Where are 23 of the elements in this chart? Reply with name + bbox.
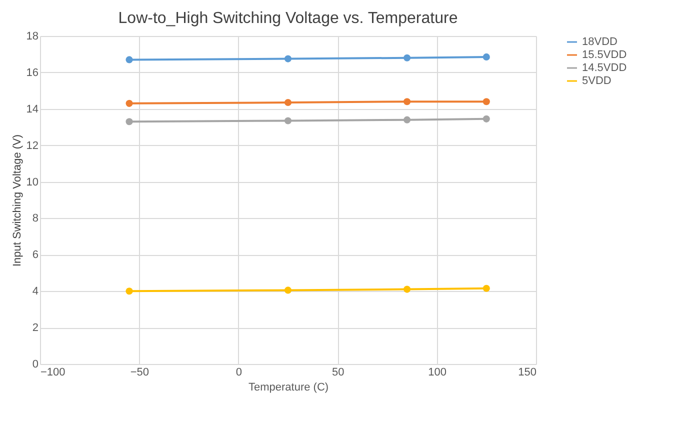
legend-label: 14.5VDD	[582, 62, 627, 74]
legend-label: 18VDD	[582, 36, 618, 48]
y-tick-label: 2	[32, 322, 38, 334]
y-tick-label: 18	[26, 30, 38, 42]
x-tick-label: 100	[428, 366, 446, 378]
y-tick-label: 6	[32, 249, 38, 262]
y-tick-label: 14	[26, 103, 38, 116]
x-axis-title: Temperature (C)	[248, 382, 329, 394]
y-tick-label: 0	[32, 358, 38, 370]
x-tick-label: 0	[236, 366, 242, 378]
y-tick-label: 4	[32, 286, 38, 298]
chart-title: Low-to_High Switching Voltage vs. Temperature	[118, 10, 458, 27]
y-axis-title: Input Switching Voltage (V)	[11, 134, 24, 267]
y-tick-label: 8	[32, 212, 38, 225]
y-tick-label: 10	[26, 176, 38, 188]
x-tick-label: −50	[130, 366, 150, 378]
x-tick-label: 150	[518, 366, 536, 378]
x-tick-label: 50	[332, 366, 344, 378]
y-tick-label: 12	[26, 140, 38, 152]
y-tick-label: 16	[26, 66, 38, 79]
legend-label: 15.5VDD	[582, 49, 627, 61]
legend-label: 5VDD	[582, 75, 612, 87]
x-tick-label: −100	[40, 366, 66, 378]
